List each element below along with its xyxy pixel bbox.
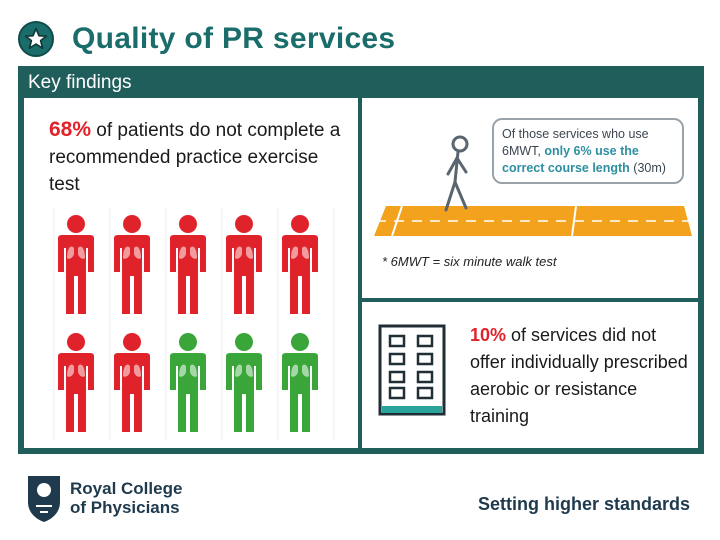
walking-person-icon [444,135,469,212]
person-figure-red [114,215,150,314]
person-figure-green [226,333,262,432]
bubble-highlight: only 6% use the correct course length [502,144,639,175]
panel-heading: Key findings [28,72,132,93]
person-figure-red [282,215,318,314]
person-figure-green [282,333,318,432]
people-figures-grid [53,208,335,440]
rcp-logo: Royal College of Physicians [26,472,182,524]
finding-percent-training: 10% [470,325,507,345]
footnote: * 6MWT = six minute walk test [382,254,557,269]
key-findings-panel: Key findings 68% of patients do not comp… [18,66,704,454]
running-track [374,206,692,236]
finding-text: 68% of patients do not complete a recomm… [49,116,349,198]
finding-card-training: 10% of services did not offer individual… [362,302,698,448]
person-figure-red [226,215,262,314]
tagline: Setting higher standards [477,494,690,514]
finding-description-training: of services did not offer individually p… [470,325,688,426]
org-name-line2: of Physicians [70,498,180,517]
building-icon [378,324,446,416]
person-figure-red [170,215,206,314]
walking-track-illustration [374,135,692,237]
bubble-suffix: (30m) [629,161,666,175]
page-title: Quality of PR services [72,22,396,55]
person-figure-red [58,333,94,432]
finding-percent: 68% [49,118,92,141]
star-icon [18,21,54,57]
org-name-line1: Royal College [70,479,183,498]
org-name: Royal College of Physicians [70,479,182,517]
finding-card-exercise-test: 68% of patients do not complete a recomm… [24,98,358,448]
person-figure-red [58,215,94,314]
finding-description: of patients do not complete a recommende… [49,120,341,195]
bubble-text: Of those services who use 6MWT, [502,127,649,158]
person-figure-red [114,333,150,432]
finding-text-training: 10% of services did not offer individual… [470,322,690,430]
person-figure-green [170,333,206,432]
speech-bubble: Of those services who use 6MWT, only 6% … [492,118,684,184]
finding-card-walk-test: Of those services who use 6MWT, only 6% … [362,98,698,298]
rcp-crest-icon [28,476,60,522]
title-row: Quality of PR services [18,18,395,60]
